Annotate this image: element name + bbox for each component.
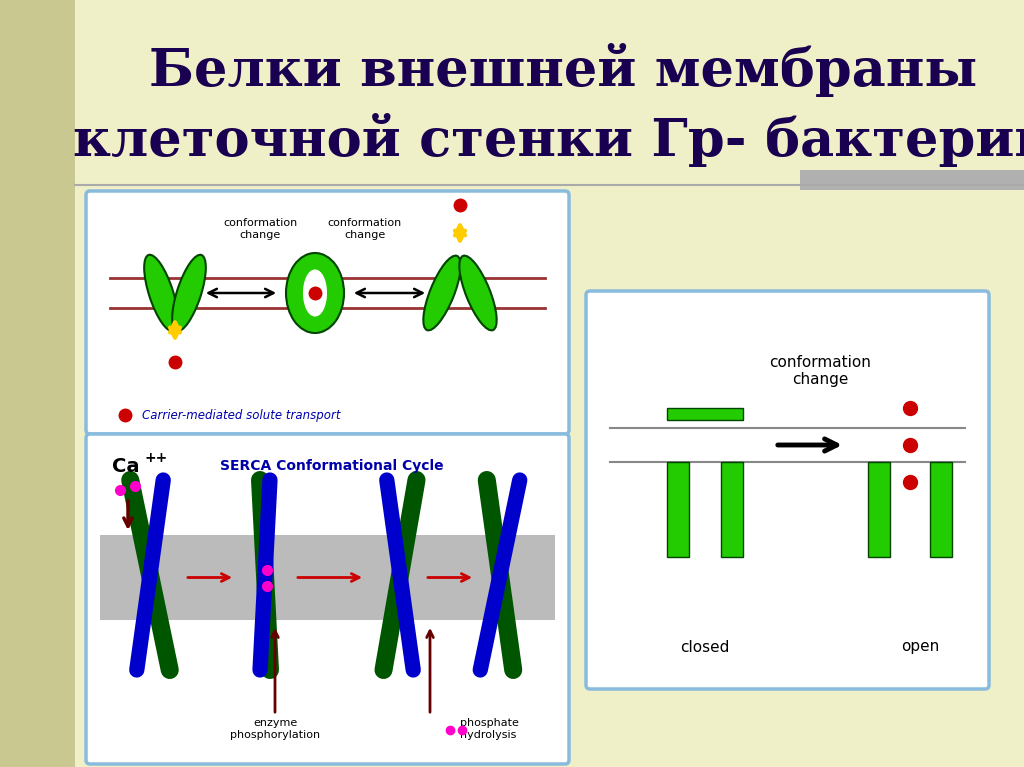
Bar [868,462,890,557]
Ellipse shape [144,255,178,331]
Text: SERCA Conformational Cycle: SERCA Conformational Cycle [220,459,443,473]
Text: open: open [901,640,939,654]
Text: phosphate
hydrolysis: phosphate hydrolysis [460,719,519,740]
FancyBboxPatch shape [586,291,989,689]
Bar [721,462,743,557]
Ellipse shape [423,255,461,331]
Text: Белки внешней мембраны: Белки внешней мембраны [150,43,977,97]
Text: enzyme
phosphorylation: enzyme phosphorylation [230,719,321,740]
Text: conformation
change: conformation change [223,218,297,239]
Ellipse shape [172,255,206,331]
Text: Carrier-mediated solute transport: Carrier-mediated solute transport [142,409,341,422]
Text: conformation
change: conformation change [328,218,402,239]
FancyBboxPatch shape [86,434,569,764]
Text: conformation
change: conformation change [769,355,871,387]
Bar [930,462,952,557]
Bar [667,408,743,420]
FancyBboxPatch shape [86,191,569,434]
Bar [100,535,555,620]
Ellipse shape [286,253,344,333]
Text: Ca: Ca [112,456,139,476]
Bar [0,0,75,767]
Bar [800,170,1024,190]
Ellipse shape [304,271,326,315]
Text: клеточной стенки Гр- бактерий: клеточной стенки Гр- бактерий [73,113,1024,167]
Ellipse shape [460,255,497,331]
Bar [667,462,689,557]
Text: ++: ++ [144,451,167,465]
Text: closed: closed [680,640,730,654]
